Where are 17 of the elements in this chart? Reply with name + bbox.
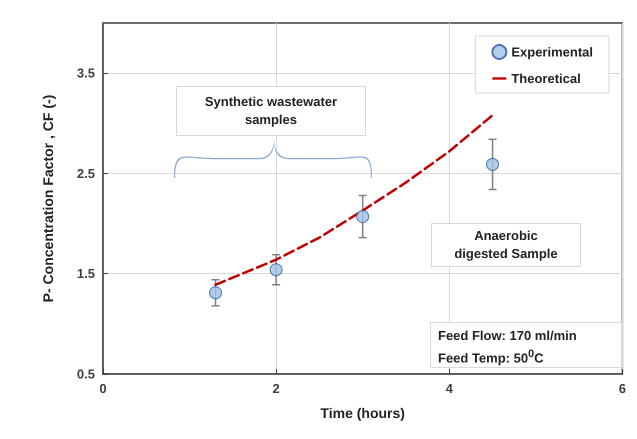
x-tick-label: 4 [446,381,454,396]
x-axis-title: Time (hours) [320,405,405,421]
legend-label: Theoretical [511,71,581,86]
y-axis-title: P- Concentration Factor , CF (-) [40,94,56,302]
y-tick-label: 2.5 [76,166,95,181]
x-tick-label: 0 [99,381,107,396]
y-tick-label: 3.5 [76,66,95,81]
legend-label: Experimental [511,44,594,60]
point [209,286,222,300]
x-tick-label: 2 [272,381,280,396]
y-tick-label: 0.5 [76,366,95,382]
y-tick-label: 1.5 [76,266,95,282]
x-tick-label: 6 [618,381,626,396]
point [270,263,283,276]
annotation: Feed Flow: 170 ml/min Feed Temp: 50$^{0}$C [437,327,578,368]
point [356,210,370,224]
point [486,158,500,171]
